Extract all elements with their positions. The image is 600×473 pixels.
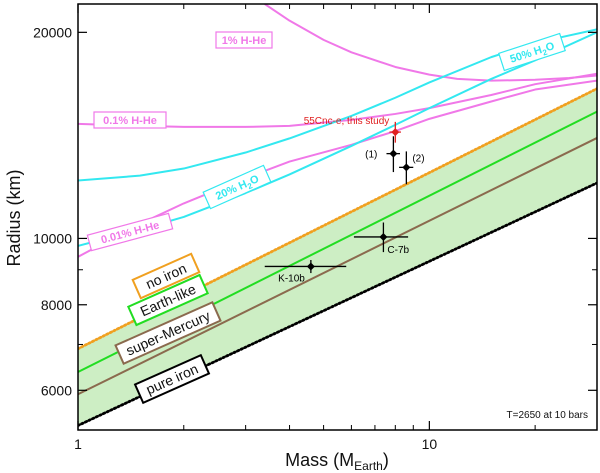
svg-text:1% H-He: 1% H-He [222, 35, 267, 47]
curve-1-h-he [264, 4, 597, 82]
point-55cnc-e-this-study: 55Cnc-e, this study [304, 116, 401, 143]
label-01pct-hhe: 0.1% H-He [93, 111, 167, 129]
point-marker [402, 163, 411, 172]
point-label: C-7b [387, 245, 409, 256]
point-1: (1) [365, 136, 401, 173]
point-label: (1) [365, 150, 377, 161]
point-label: (2) [412, 153, 424, 164]
point-2: (2) [399, 151, 425, 185]
point-k-10b: K-10b [264, 259, 347, 284]
y-axis-title: Radius (km) [4, 169, 24, 266]
label-001pct-hhe: 0.01% H-He [86, 212, 174, 252]
planet-points: 55Cnc-e, this study (1) (2) C-7b K-10b [264, 116, 425, 284]
plot-frame [77, 3, 598, 431]
axis-ticks: 1 10 6000 8000 10000 20000 [33, 4, 598, 452]
label-50pct-h2o: 50% H2O [498, 32, 566, 72]
x-axis-title: Mass (MEarth) [285, 450, 389, 473]
point-label: K-10b [278, 273, 305, 284]
y-tick-label: 8000 [41, 297, 72, 313]
temperature-annotation: T=2650 at 10 bars [507, 410, 588, 421]
y-tick-label: 20000 [33, 24, 72, 40]
y-tick-label: 10000 [33, 230, 72, 246]
point-marker [306, 262, 315, 271]
x-axis-title-sub: Earth [354, 459, 383, 473]
curve-0-1-h-he [78, 72, 597, 128]
x-tick-label: 10 [422, 436, 438, 452]
point-marker [389, 149, 398, 158]
point-label: 55Cnc-e, this study [304, 116, 390, 127]
svg-text:0.1% H-He: 0.1% H-He [103, 115, 157, 127]
x-tick-label: 1 [74, 436, 82, 452]
y-tick-label: 6000 [41, 382, 72, 398]
point-marker [391, 128, 400, 137]
point-marker [379, 232, 388, 241]
label-1pct-hhe: 1% H-He [215, 31, 273, 49]
point-c-7b: C-7b [353, 222, 410, 256]
rocky-region-band [78, 88, 597, 426]
label-earth-like: Earth-like [126, 273, 210, 327]
